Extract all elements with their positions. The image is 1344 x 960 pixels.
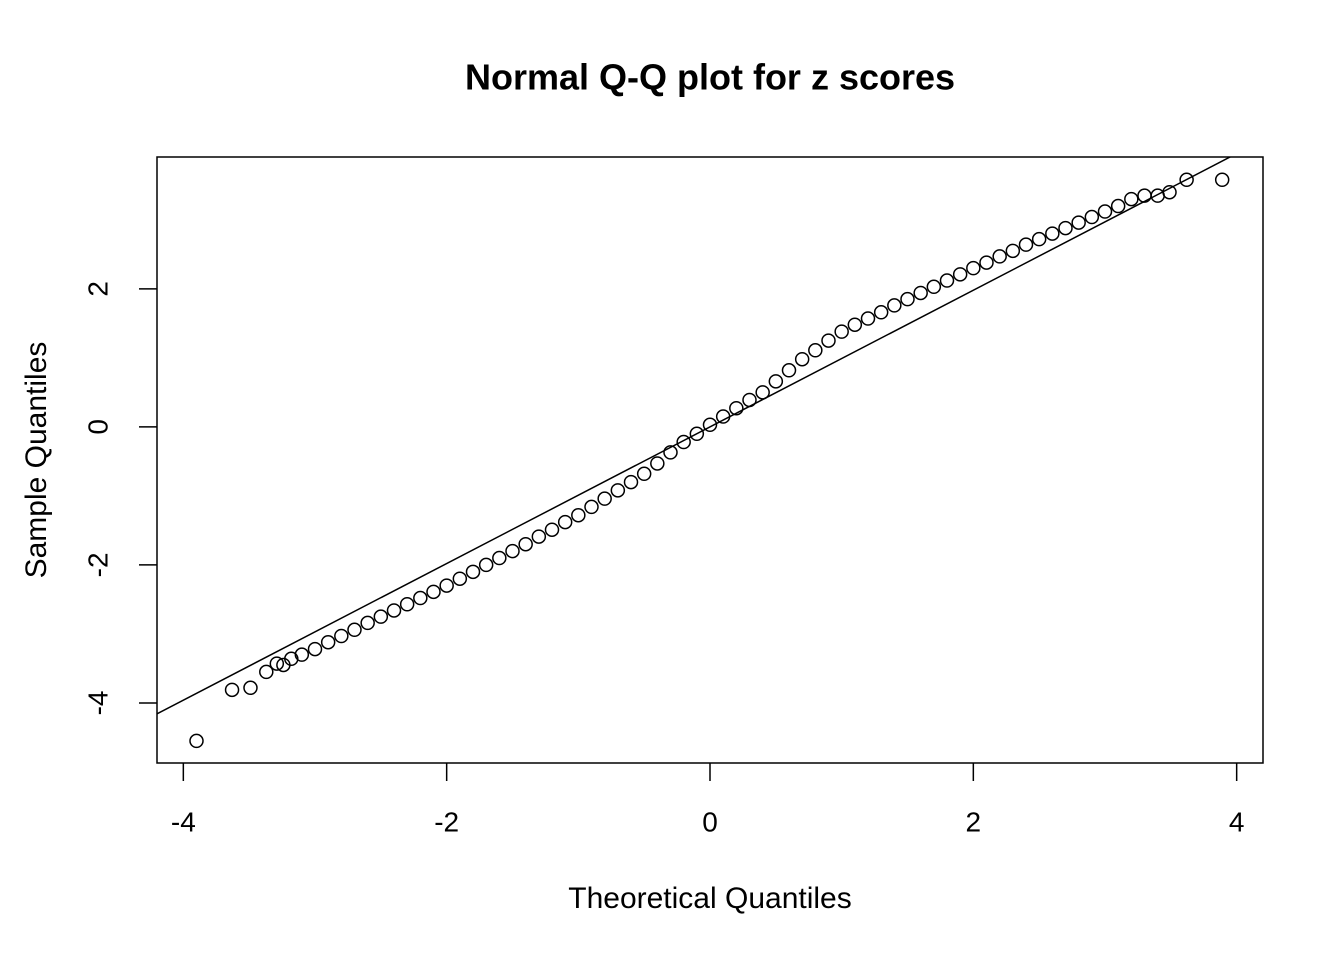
reference-line <box>157 157 1232 715</box>
point <box>439 578 454 593</box>
point <box>1045 226 1060 241</box>
point <box>768 374 784 389</box>
point <box>1084 209 1100 225</box>
plot-area <box>157 157 1232 715</box>
point <box>873 305 889 320</box>
point <box>742 392 757 408</box>
point <box>821 333 836 348</box>
point <box>386 603 402 618</box>
point <box>952 267 968 282</box>
x-tick-label: -2 <box>434 806 459 837</box>
point <box>518 536 533 552</box>
y-axis-label: Sample Quantiles <box>20 342 53 579</box>
point <box>663 445 678 460</box>
point <box>584 499 599 515</box>
y-tick-label: 2 <box>82 281 113 297</box>
point <box>307 641 323 657</box>
point <box>1150 188 1165 203</box>
point <box>347 622 362 638</box>
x-tick-label: 4 <box>1229 806 1245 837</box>
point <box>992 249 1007 264</box>
point <box>636 466 652 482</box>
point <box>1071 215 1086 230</box>
point <box>610 483 626 498</box>
point <box>729 400 744 416</box>
point <box>755 385 770 400</box>
point <box>269 656 285 671</box>
point <box>1124 191 1139 207</box>
point <box>913 285 928 301</box>
point <box>544 522 560 537</box>
point <box>702 417 718 433</box>
point <box>465 564 481 580</box>
y-tick-label: -4 <box>82 690 113 715</box>
point <box>259 664 274 680</box>
chart-title: Normal Q-Q plot for z scores <box>465 57 955 98</box>
point <box>689 426 705 442</box>
point <box>860 311 876 326</box>
point <box>794 351 810 367</box>
point <box>781 363 797 378</box>
x-tick-label: 0 <box>702 806 718 837</box>
point <box>505 543 520 559</box>
point <box>676 434 691 450</box>
point <box>1162 184 1177 200</box>
y-tick-label: -2 <box>82 552 113 577</box>
x-axis-label: Theoretical Quantiles <box>568 882 851 915</box>
point <box>452 571 468 586</box>
point <box>1031 231 1047 247</box>
point <box>1137 188 1152 203</box>
point <box>571 507 586 523</box>
point <box>1005 243 1021 259</box>
point <box>808 343 823 358</box>
point <box>650 456 665 471</box>
plot-frame <box>156 156 1264 764</box>
point <box>1018 237 1034 252</box>
point <box>1110 198 1126 214</box>
point <box>834 324 849 339</box>
point <box>413 590 428 606</box>
point <box>979 255 994 270</box>
point <box>224 682 240 698</box>
point <box>478 557 494 573</box>
point <box>320 634 336 650</box>
point <box>926 279 942 295</box>
point <box>557 514 573 530</box>
point <box>1058 220 1073 236</box>
point <box>243 680 258 696</box>
x-tick-label: 2 <box>966 806 982 837</box>
point <box>294 647 310 662</box>
y-tick-label: 0 <box>82 419 113 435</box>
point <box>847 317 863 332</box>
point <box>334 628 349 644</box>
x-tick-label: -4 <box>171 806 196 837</box>
point <box>1179 172 1194 188</box>
point <box>492 550 507 566</box>
point <box>939 273 955 288</box>
point <box>189 733 204 749</box>
point <box>623 474 639 490</box>
point <box>531 529 547 544</box>
point <box>360 615 375 631</box>
point <box>715 409 731 424</box>
point <box>900 291 915 307</box>
point <box>966 260 981 276</box>
point <box>1097 204 1113 219</box>
point <box>373 609 389 624</box>
point <box>399 597 415 612</box>
point <box>887 298 902 313</box>
point <box>1214 172 1230 188</box>
point <box>597 491 612 506</box>
point <box>426 584 441 600</box>
